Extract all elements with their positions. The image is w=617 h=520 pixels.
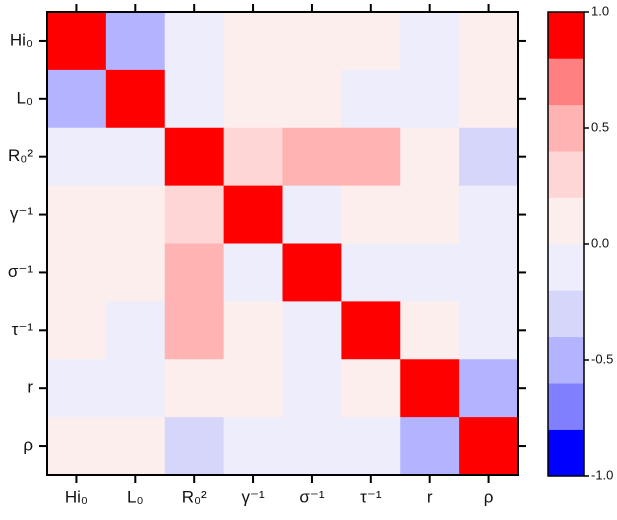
colorbar-level [548, 336, 584, 384]
cell [459, 417, 519, 476]
y-tick-label: R₀² [8, 146, 33, 165]
cell [282, 12, 342, 71]
colorbar-level [548, 383, 584, 430]
cell [105, 359, 166, 418]
cell [47, 301, 107, 360]
cell [105, 417, 166, 476]
x-tick-label: ρ [484, 487, 494, 506]
y-tick-label: γ⁻¹ [10, 204, 33, 223]
y-tick-label: Hi₀ [10, 30, 33, 49]
colorbar-level [548, 151, 584, 198]
colorbar-tick-label: -0.5 [591, 351, 613, 366]
cell [223, 243, 283, 302]
cell [164, 127, 225, 187]
colorbar-level [548, 12, 584, 59]
cell [459, 243, 519, 302]
x-tick-label: σ⁻¹ [299, 487, 324, 506]
cell [47, 69, 107, 129]
cell [105, 12, 166, 71]
cell [47, 359, 107, 418]
x-tick-label: γ⁻¹ [241, 487, 264, 506]
cell [105, 69, 166, 129]
colorbar-level [548, 58, 584, 106]
cell [164, 185, 225, 244]
cell [459, 12, 519, 71]
cell [47, 127, 107, 187]
colorbar-tick-label: 0.5 [591, 119, 609, 134]
cell [223, 69, 283, 129]
cell [223, 417, 283, 476]
colorbar-tick-label: -1.0 [591, 467, 613, 482]
x-tick-label: r [427, 487, 433, 506]
y-tick-label: τ⁻¹ [12, 320, 34, 339]
cell [164, 12, 225, 71]
cell [282, 127, 342, 187]
cell [400, 69, 460, 129]
y-tick-label: r [27, 378, 33, 397]
cell [400, 301, 460, 360]
cell [164, 69, 225, 129]
cell [105, 127, 166, 187]
colorbar-tick-label: 1.0 [591, 3, 609, 18]
cell [400, 127, 460, 187]
cell [400, 243, 460, 302]
colorbar-level [548, 429, 584, 477]
cell [47, 417, 107, 476]
cell [105, 243, 166, 302]
cell [105, 301, 166, 360]
cell [341, 243, 401, 302]
cell [341, 127, 401, 187]
colorbar: 1.0 0.5 0.0 -0.5 -1.0 [547, 3, 613, 482]
colorbar-level [548, 244, 584, 291]
x-tick-label: τ⁻¹ [360, 487, 382, 506]
cell [164, 417, 225, 476]
cell [105, 185, 166, 244]
cell [400, 359, 460, 418]
cell [223, 12, 283, 71]
cell [282, 359, 342, 418]
cell [164, 301, 225, 360]
x-tick-label: R₀² [182, 487, 207, 506]
cell [223, 301, 283, 360]
cell [282, 69, 342, 129]
cell [164, 243, 225, 302]
cell [400, 12, 460, 71]
cell [341, 185, 401, 244]
colorbar-level [548, 290, 584, 338]
colorbar-level [548, 104, 584, 152]
cell [341, 417, 401, 476]
colorbar-level [548, 197, 584, 245]
cell [282, 243, 342, 302]
cell [400, 185, 460, 244]
cell [223, 127, 283, 187]
x-tick-label: Hi₀ [65, 487, 88, 506]
cell [47, 12, 107, 71]
cell [164, 359, 225, 418]
cell [341, 301, 401, 360]
cell [459, 185, 519, 244]
cell [459, 359, 519, 418]
cell [341, 12, 401, 71]
cell [341, 69, 401, 129]
cell [282, 417, 342, 476]
y-tick-label: ρ [23, 436, 33, 455]
cell [459, 301, 519, 360]
cell [459, 69, 519, 129]
plot-frame [46, 11, 519, 476]
y-tick-label: σ⁻¹ [8, 262, 33, 281]
cell [47, 243, 107, 302]
colorbar-tick-label: 0.0 [591, 235, 609, 250]
cell [282, 301, 342, 360]
cell [223, 185, 283, 244]
cell [223, 359, 283, 418]
x-tick-label: L₀ [127, 487, 144, 506]
cell [282, 185, 342, 244]
cell [341, 359, 401, 418]
cell [47, 185, 107, 244]
y-tick-label: L₀ [16, 88, 33, 107]
cell [400, 417, 460, 476]
cell [459, 127, 519, 187]
